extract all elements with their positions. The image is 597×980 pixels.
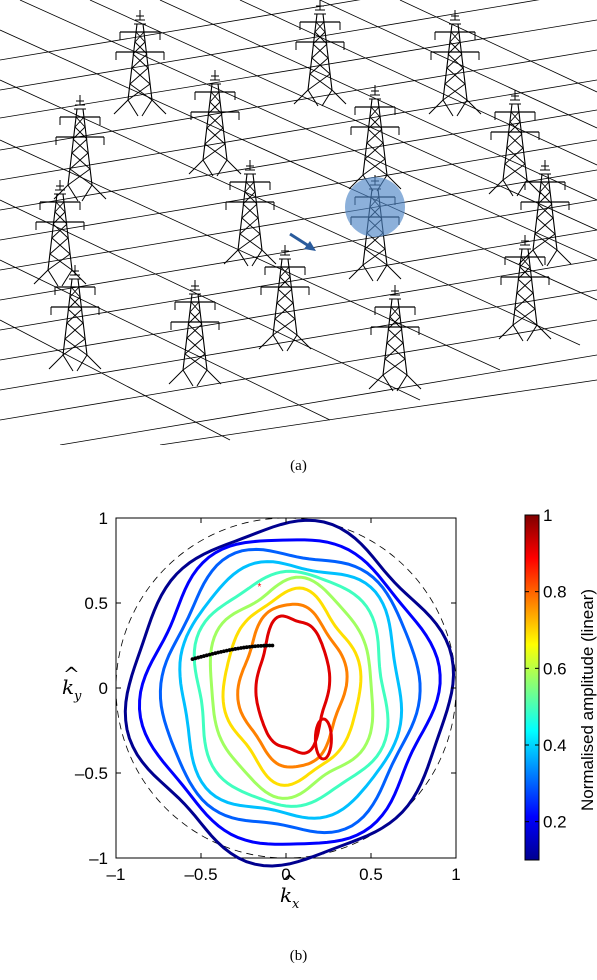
contour-line	[313, 717, 333, 761]
path-dot	[264, 643, 269, 648]
colorbar-tick-label: 0.2	[543, 813, 567, 832]
path-dot	[204, 653, 209, 658]
contour-chart: * –1 –0.5 0 0.5 1 1 0.5 0 –0.5 –1 k x ^ k y ^ 1 0.…	[62, 506, 597, 912]
path-dot	[267, 643, 272, 648]
path-dot	[230, 647, 235, 652]
y-tick-label: –1	[89, 849, 108, 868]
svg-text:x: x	[292, 897, 300, 912]
path-dot	[221, 649, 226, 654]
path-dot	[193, 656, 198, 661]
tower-scene	[0, 0, 597, 445]
axis-ticks: –1 –0.5 0 0.5 1 1 0.5 0 –0.5 –1	[75, 509, 461, 884]
peak-marker: *	[258, 582, 262, 593]
arrow-icon	[289, 232, 316, 251]
path-dot	[250, 644, 255, 649]
path-dot	[224, 648, 229, 653]
x-tick-label: –1	[107, 865, 126, 884]
contour-line	[254, 614, 332, 755]
svg-text:y: y	[73, 689, 82, 704]
path-dot	[239, 646, 243, 650]
y-tick-label: 0.5	[84, 594, 108, 613]
colorbar-tick-label: 0.8	[543, 583, 567, 602]
path-dot	[270, 643, 275, 648]
contour-line	[178, 560, 404, 820]
path-dot	[241, 645, 246, 650]
x-axis-label: k x ^	[280, 870, 300, 912]
colorbar-ticks: 1 0.8 0.6 0.4 0.2	[525, 506, 567, 832]
svg-text:k: k	[62, 675, 74, 699]
tower-grid	[33, 0, 572, 392]
path-dot	[236, 646, 241, 651]
svg-text:^: ^	[281, 870, 298, 894]
x-tick-label: 0.5	[359, 865, 383, 884]
path-dot	[247, 644, 252, 649]
colorbar-tick-label: 1	[543, 506, 552, 525]
y-tick-label: 0	[99, 679, 108, 698]
colorbar-tick-label: 0.4	[543, 736, 567, 755]
svg-text:k: k	[280, 883, 292, 907]
colorbar-label: Normalised amplitude (linear)	[578, 589, 597, 811]
colorbar-tick-label: 0.6	[543, 659, 567, 678]
y-tick-label: –0.5	[75, 764, 108, 783]
path-dot	[259, 643, 263, 648]
y-tick-label: 1	[99, 509, 108, 528]
path-dot	[233, 647, 238, 651]
path-dot	[227, 648, 232, 652]
x-tick-label: 1	[451, 865, 460, 884]
x-tick-label: 0	[281, 865, 290, 884]
colorbar	[524, 514, 540, 861]
path-dot	[219, 649, 223, 654]
path-dot	[199, 654, 203, 659]
path-dot	[213, 651, 218, 656]
path-dot	[216, 650, 221, 655]
y-axis-label: k y ^	[62, 662, 82, 704]
dotted-path	[190, 643, 275, 661]
x-tick-label: –0.5	[184, 865, 217, 884]
caption-a: (a)	[290, 458, 307, 474]
path-dot	[210, 651, 215, 656]
contour-line	[192, 569, 390, 808]
path-dot	[190, 657, 195, 661]
sensor-circle	[345, 177, 405, 237]
path-dot	[207, 652, 212, 657]
contour-line	[221, 586, 363, 787]
svg-text:^: ^	[63, 662, 80, 686]
path-dot	[196, 655, 201, 660]
path-dot	[202, 654, 206, 658]
contour-line	[208, 575, 375, 800]
path-dot	[256, 644, 261, 648]
contour-line	[137, 538, 442, 846]
contour-line	[123, 518, 456, 868]
caption-b: (b)	[289, 948, 308, 964]
path-dot	[261, 643, 266, 648]
path-dot	[253, 644, 258, 649]
path-dot	[244, 645, 249, 650]
contour-line	[158, 547, 422, 835]
